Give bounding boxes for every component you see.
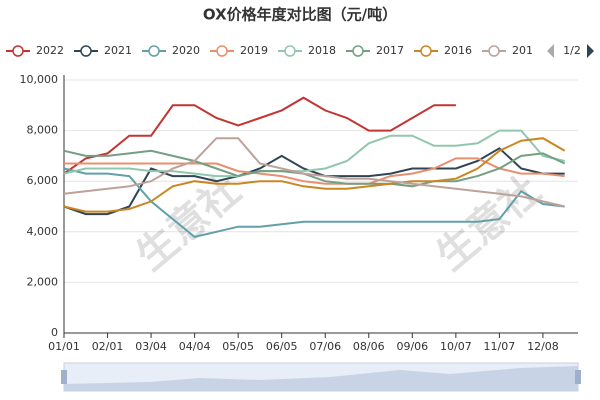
legend-item[interactable]: 2016 [414, 44, 472, 57]
series-line [63, 167, 565, 238]
chart-title: OX价格年度对比图（元/吨） [203, 6, 397, 24]
series-line [63, 147, 565, 216]
series-line [63, 137, 566, 213]
legend-symbol [488, 45, 500, 57]
y-tick-label: 4,000 [27, 225, 59, 238]
legend-item[interactable]: 2020 [142, 44, 200, 57]
x-tick-label: 09/06 [396, 340, 428, 353]
legend-label: 2021 [104, 44, 132, 57]
legend-item[interactable]: 2018 [278, 44, 336, 57]
x-tick-label: 11/07 [484, 340, 516, 353]
legend-symbol [284, 45, 296, 57]
series-line [63, 149, 566, 188]
series-line [64, 157, 565, 185]
legend-symbol [148, 45, 160, 57]
legend-symbol [420, 45, 432, 57]
x-tick-label: 05/05 [222, 340, 254, 353]
data-zoom [61, 362, 581, 392]
legend-symbol [216, 45, 228, 57]
legend-label: 2019 [240, 44, 268, 57]
y-tick-label: 2,000 [27, 275, 59, 288]
x-tick-label: 03/04 [135, 340, 167, 353]
legend-item[interactable]: 2019 [210, 44, 268, 57]
x-tick-label: 10/07 [440, 340, 472, 353]
legend-item[interactable]: 2022 [6, 44, 64, 57]
legend-item[interactable]: 2017 [346, 44, 404, 57]
y-tick-label: 8,000 [27, 124, 59, 137]
series-line [63, 129, 565, 178]
legend-label: 201 [512, 44, 533, 57]
pager-next[interactable] [587, 44, 594, 58]
legend-pager: 1/2 [547, 44, 594, 58]
zoom-handle[interactable] [61, 370, 67, 384]
legend-label: 2022 [36, 44, 64, 57]
legend-item[interactable]: 201 [482, 44, 533, 57]
y-tick-label: 10,000 [20, 73, 59, 86]
x-tick-label: 02/01 [92, 340, 124, 353]
legend-symbol [80, 45, 92, 57]
legend-label: 2016 [444, 44, 472, 57]
x-tick-label: 07/06 [309, 340, 341, 353]
y-tick-label: 6,000 [27, 174, 59, 187]
pager-text: 1/2 [563, 44, 581, 57]
series-line [63, 96, 456, 175]
x-tick-label: 08/06 [353, 340, 385, 353]
legend-symbol [352, 45, 364, 57]
x-tick-label: 04/04 [179, 340, 211, 353]
x-tick-label: 06/05 [266, 340, 298, 353]
legend-label: 2018 [308, 44, 336, 57]
zoom-shadow [64, 366, 578, 391]
x-tick-label: 01/01 [48, 340, 80, 353]
legend-label: 2017 [376, 44, 404, 57]
zoom-handle[interactable] [575, 370, 581, 384]
legend-symbol [12, 45, 24, 57]
pager-prev[interactable] [547, 44, 554, 58]
watermark: 生意社 [428, 167, 549, 279]
legend-item[interactable]: 2021 [74, 44, 132, 57]
series-line [63, 137, 565, 208]
y-tick-label: 0 [51, 326, 58, 339]
x-tick-label: 12/08 [527, 340, 559, 353]
legend-label: 2020 [172, 44, 200, 57]
